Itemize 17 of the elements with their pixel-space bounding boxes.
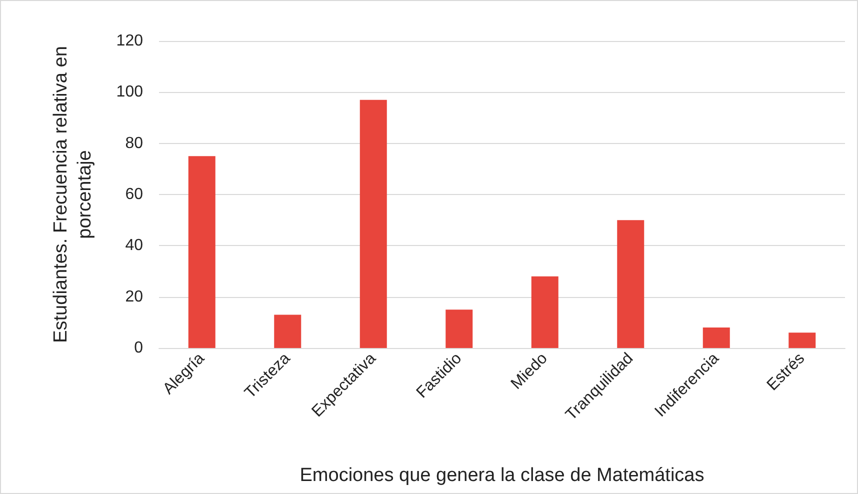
bar [531, 276, 558, 348]
bar [274, 314, 302, 348]
bar [788, 332, 816, 348]
y-tick-label: 80 [125, 134, 144, 152]
y-tick-label: 0 [134, 340, 144, 356]
y-axis-title: Estudiantes. Frecuencia relativa en porcentaje [50, 46, 96, 343]
y-tick-label: 60 [125, 186, 144, 203]
y-tick-label: 40 [125, 237, 144, 254]
bar [360, 100, 387, 348]
bar [446, 310, 473, 348]
y-tick-label: 20 [125, 288, 144, 306]
y-tick-label: 100 [116, 84, 144, 101]
bar [188, 156, 216, 348]
x-axis-title: Emociones que genera la clase de Matemáticas [300, 465, 704, 486]
bar [702, 328, 730, 348]
y-tick-label: 120 [116, 32, 144, 50]
bar [617, 220, 644, 348]
